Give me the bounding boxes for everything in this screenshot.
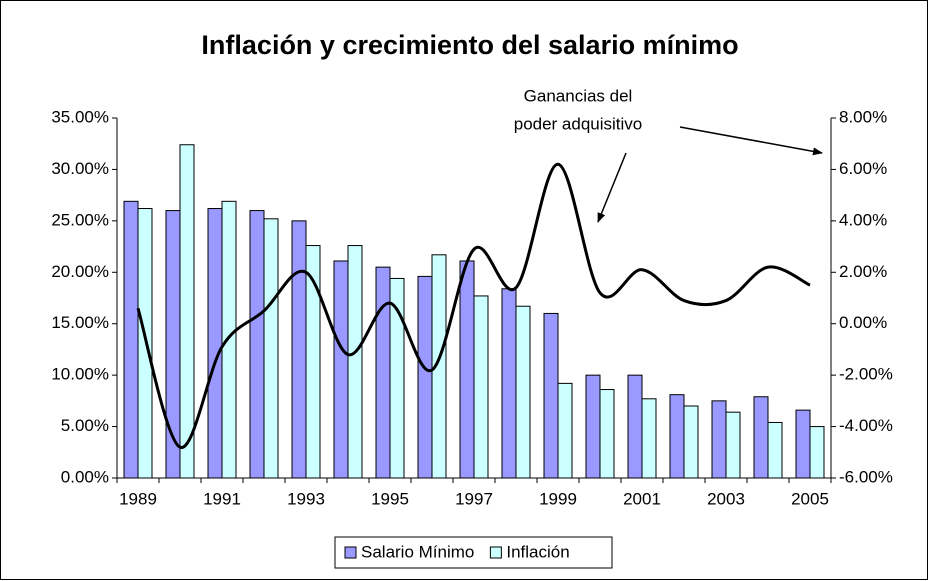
bar	[459, 260, 475, 479]
bar	[585, 374, 601, 479]
annotation: Ganancias del	[524, 86, 633, 105]
legend-label: Salario Mínimo	[361, 542, 474, 561]
chart-title: Inflación y crecimiento del salario míni…	[201, 30, 738, 60]
bar	[473, 295, 489, 479]
x-tick-label: 1993	[287, 489, 325, 508]
bar	[263, 218, 279, 479]
bar	[641, 398, 657, 479]
bar	[557, 382, 573, 479]
x-tick-label: 1999	[539, 489, 577, 508]
annotation-arrow	[679, 126, 823, 156]
y2-tick-label: -6.00%	[839, 467, 893, 486]
bar	[347, 245, 363, 479]
y2-tick-label: 6.00%	[839, 159, 887, 178]
bar	[795, 409, 811, 479]
x-tick-label: 1991	[203, 489, 241, 508]
y-tick-label: 20.00%	[51, 262, 109, 281]
y2-tick-label: 2.00%	[839, 262, 887, 281]
y-tick-label: 0.00%	[61, 467, 109, 486]
bar	[207, 208, 223, 479]
y-tick-label: 15.00%	[51, 313, 109, 332]
bar	[543, 312, 559, 479]
bar	[515, 305, 531, 479]
bar	[333, 260, 349, 479]
y-tick-label: 10.00%	[51, 365, 109, 384]
y-tick-label: 25.00%	[51, 210, 109, 229]
bar	[627, 374, 643, 479]
bar	[669, 394, 685, 479]
x-tick-label: 2005	[791, 489, 829, 508]
bar	[305, 245, 321, 479]
y2-tick-label: 4.00%	[839, 210, 887, 229]
y-tick-label: 5.00%	[61, 416, 109, 435]
bar	[123, 200, 139, 479]
legend-box	[334, 536, 613, 569]
bar	[725, 411, 741, 479]
bar	[767, 421, 783, 479]
y-tick-label: 30.00%	[51, 159, 109, 178]
bar	[753, 396, 769, 479]
y2-tick-label: -4.00%	[839, 416, 893, 435]
annotation: poder adquisitivo	[514, 114, 643, 133]
bar	[711, 400, 727, 479]
bar	[809, 426, 825, 479]
bar	[137, 208, 153, 479]
bar	[375, 266, 391, 479]
y-tick-label: 35.00%	[51, 107, 109, 126]
annotation-arrow	[597, 152, 627, 223]
y2-tick-label: 0.00%	[839, 313, 887, 332]
bar	[683, 405, 699, 479]
x-tick-label: 2003	[707, 489, 745, 508]
legend-swatch	[489, 546, 502, 559]
bar	[389, 277, 405, 479]
x-tick-label: 1997	[455, 489, 493, 508]
bar	[431, 254, 447, 479]
x-tick-label: 1989	[119, 489, 157, 508]
bar	[249, 210, 265, 479]
legend-label: Inflación	[506, 542, 569, 561]
bar	[599, 389, 615, 479]
legend-swatch	[344, 546, 357, 559]
bar	[221, 200, 237, 479]
x-tick-label: 1995	[371, 489, 409, 508]
bar	[501, 288, 517, 479]
y2-tick-label: -2.00%	[839, 365, 893, 384]
bar	[179, 144, 195, 479]
bar	[291, 220, 307, 479]
line	[136, 162, 811, 449]
x-tick-label: 2001	[623, 489, 661, 508]
bar	[417, 275, 433, 479]
y2-tick-label: 8.00%	[839, 107, 887, 126]
